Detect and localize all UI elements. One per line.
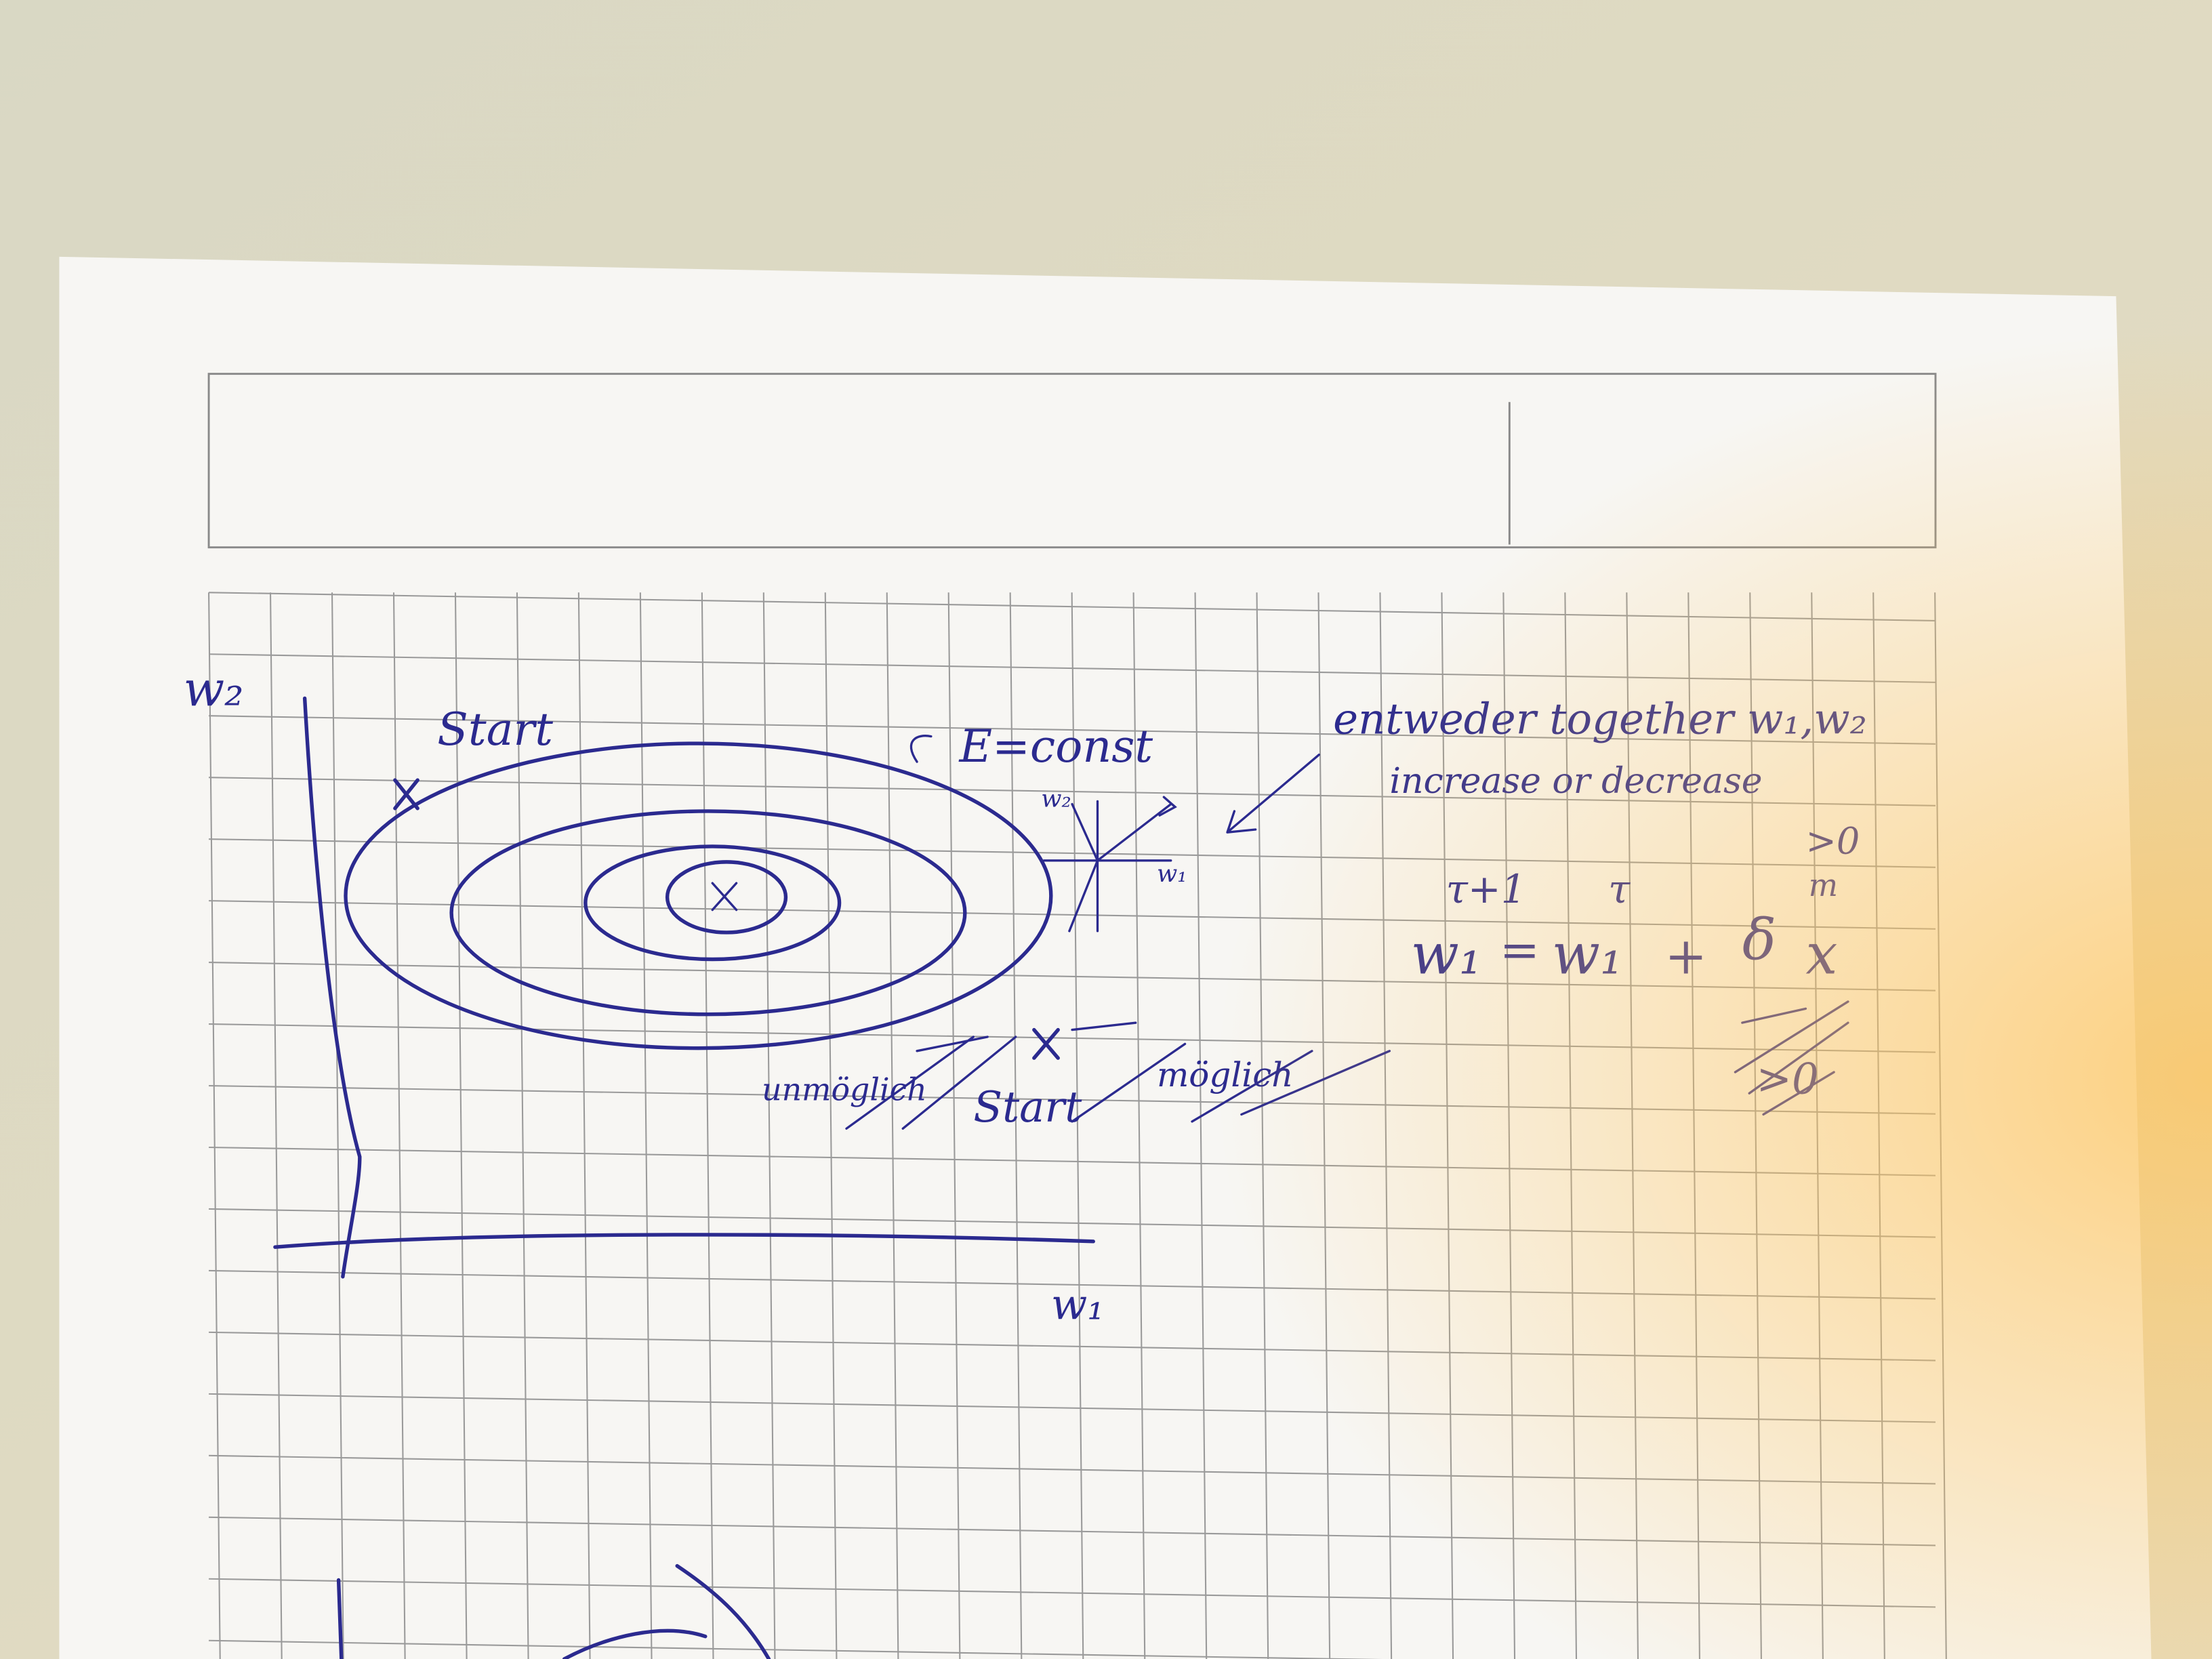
- impossible-label: unmöglich: [762, 1071, 927, 1108]
- formula-delta: δ: [1742, 907, 1776, 973]
- note-line: entweder together w₁,w₂: [1333, 694, 1867, 743]
- formula-sup: τ: [1608, 866, 1631, 912]
- formula-crossed: >0: [1757, 1054, 1819, 1103]
- gradient-w2-label: w₂: [1041, 785, 1071, 813]
- formula-x: x: [1805, 921, 1837, 987]
- formula-sup: τ+1: [1446, 866, 1526, 912]
- formula-rhs: w₁: [1552, 921, 1623, 987]
- formula-sup-x: m: [1809, 867, 1838, 903]
- note-line: increase or decrease: [1389, 761, 1762, 802]
- x-axis-label: w₁: [1051, 1279, 1104, 1329]
- start-struck-label: Start: [973, 1082, 1082, 1132]
- start-label: Start: [437, 703, 553, 756]
- energy-label: E=const: [958, 720, 1153, 773]
- formula-condition: >0: [1805, 819, 1860, 862]
- formula-plus: +: [1664, 926, 1707, 985]
- y-axis-label: w₂: [184, 661, 244, 717]
- formula-equals: =: [1500, 922, 1540, 978]
- formula-lhs: w₁: [1411, 921, 1482, 987]
- gradient-w1-label: w₁: [1157, 860, 1187, 888]
- possible-label: möglich: [1157, 1055, 1293, 1094]
